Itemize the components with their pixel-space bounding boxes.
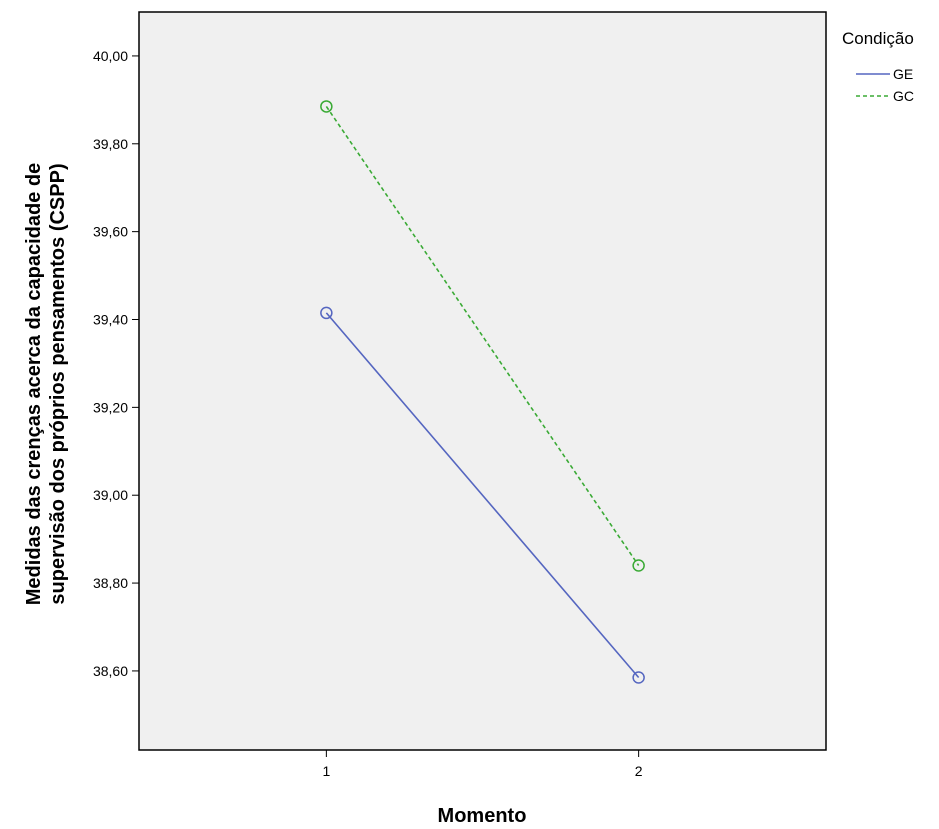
data-point-ge [320, 306, 333, 320]
legend: Condição GE GC [842, 29, 914, 104]
y-tick-label: 39,00 [93, 487, 128, 503]
data-point-gc [632, 559, 645, 572]
plot-area [138, 11, 827, 751]
series-line-gc [325, 105, 640, 566]
x-tick-label: 2 [635, 763, 643, 779]
x-tick-label: 1 [322, 763, 330, 779]
y-tick-label: 39,20 [93, 399, 128, 415]
data-point-gc [320, 100, 333, 113]
data-point-ge [632, 671, 645, 684]
y-axis-title-group: Medidas das crenças acerca da capacidade… [23, 163, 69, 605]
series-line-ge [325, 312, 640, 679]
series-layer [320, 100, 645, 684]
y-tick-label: 38,80 [93, 575, 128, 591]
y-tick-label: 39,80 [93, 136, 128, 152]
y-tick-label: 38,60 [93, 663, 128, 679]
y-tick-label: 39,60 [93, 224, 128, 240]
y-axis-title-line2: supervisão dos próprios pensamentos (CSP… [47, 163, 69, 604]
x-axis-title: Momento [438, 805, 527, 827]
y-tick-label: 40,00 [93, 48, 128, 64]
legend-title: Condição [842, 29, 914, 48]
y-axis-title-line1: Medidas das crenças acerca da capacidade… [23, 163, 45, 605]
legend-label-ge: GE [893, 66, 913, 82]
legend-label-gc: GC [893, 88, 914, 104]
y-axis: 40,00 39,80 39,60 39,40 39,20 39,00 38,80 38,60 [93, 48, 139, 679]
y-tick-label: 39,40 [93, 312, 128, 328]
